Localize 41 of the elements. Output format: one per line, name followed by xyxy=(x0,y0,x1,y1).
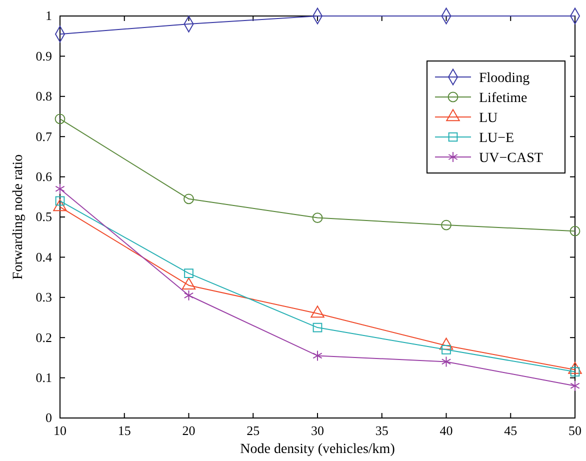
point xyxy=(441,356,452,368)
x-tick-label: 10 xyxy=(54,423,66,438)
x-tick-label: 40 xyxy=(440,423,453,438)
point xyxy=(570,226,580,236)
point xyxy=(54,114,66,124)
y-tick-label: 0.8 xyxy=(36,88,52,104)
point xyxy=(182,278,196,290)
point xyxy=(441,220,452,230)
y-tick-label: 0.1 xyxy=(36,370,52,385)
y-tick-label: 0.7 xyxy=(36,128,52,144)
x-axis-title: Node density (vehicles/km) xyxy=(240,442,396,457)
x-tick-label: 50 xyxy=(568,423,582,438)
x-tick-label: 45 xyxy=(504,423,518,438)
legend-label: LU xyxy=(479,111,498,126)
x-tick-label: 35 xyxy=(375,423,388,438)
y-tick-label: 0.3 xyxy=(36,290,52,305)
legend-label: UV−CAST xyxy=(479,151,544,166)
y-tick-label: 0.9 xyxy=(36,48,52,64)
legend-label: Flooding xyxy=(479,71,530,86)
y-tick-label: 0.2 xyxy=(36,330,52,345)
x-tick-label: 25 xyxy=(246,423,260,438)
point xyxy=(184,194,194,204)
y-tick-label: 0.4 xyxy=(36,249,52,264)
y-axis-title: Forwarding node ratio xyxy=(11,154,26,280)
y-tick-label: 0.6 xyxy=(36,168,52,184)
point xyxy=(570,380,580,392)
point xyxy=(442,344,451,354)
point xyxy=(312,212,323,224)
y-tick-label: 0 xyxy=(46,410,52,426)
point xyxy=(312,350,322,362)
x-tick-label: 15 xyxy=(118,423,131,438)
y-tick-label: 1 xyxy=(46,8,52,24)
point xyxy=(312,322,322,332)
legend-label: Lifetime xyxy=(479,91,528,106)
legend-label: LU−E xyxy=(479,131,514,146)
x-tick-label: 20 xyxy=(182,423,196,438)
point xyxy=(184,268,194,278)
point xyxy=(55,183,65,194)
y-tick-label: 0.5 xyxy=(36,209,52,224)
x-tick-label: 30 xyxy=(311,423,324,438)
point xyxy=(184,290,194,301)
